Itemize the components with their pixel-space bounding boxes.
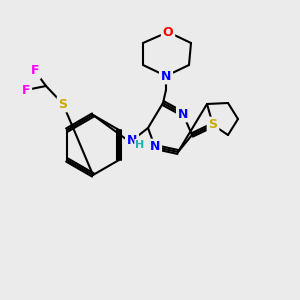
- Text: F: F: [22, 83, 30, 97]
- Text: N: N: [178, 107, 188, 121]
- Text: N: N: [127, 134, 137, 146]
- Text: H: H: [135, 140, 145, 150]
- Text: N: N: [150, 140, 160, 154]
- Text: N: N: [161, 70, 171, 83]
- Text: O: O: [163, 26, 173, 38]
- Text: S: S: [208, 118, 217, 131]
- Text: F: F: [31, 64, 39, 77]
- Text: S: S: [58, 98, 68, 110]
